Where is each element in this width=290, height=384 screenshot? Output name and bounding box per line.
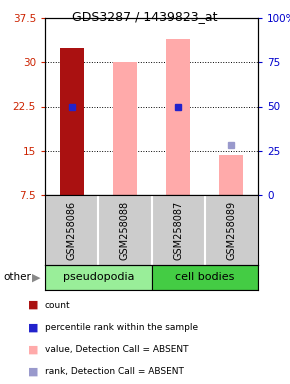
Text: percentile rank within the sample: percentile rank within the sample <box>45 323 198 332</box>
Text: GDS3287 / 1439823_at: GDS3287 / 1439823_at <box>72 10 218 23</box>
Bar <box>220 156 243 195</box>
Text: GSM258086: GSM258086 <box>67 200 77 260</box>
Bar <box>166 39 190 195</box>
Text: other: other <box>3 273 31 283</box>
Text: rank, Detection Call = ABSENT: rank, Detection Call = ABSENT <box>45 367 184 376</box>
Text: ■: ■ <box>28 367 39 377</box>
Text: ■: ■ <box>28 300 39 310</box>
Bar <box>113 62 137 195</box>
Text: ▶: ▶ <box>32 273 41 283</box>
Text: ■: ■ <box>28 322 39 332</box>
Text: cell bodies: cell bodies <box>175 273 234 283</box>
Bar <box>60 48 84 195</box>
Text: value, Detection Call = ABSENT: value, Detection Call = ABSENT <box>45 345 188 354</box>
Text: GSM258089: GSM258089 <box>226 200 236 260</box>
Text: GSM258087: GSM258087 <box>173 200 183 260</box>
Text: GSM258088: GSM258088 <box>120 200 130 260</box>
Text: pseudopodia: pseudopodia <box>63 273 134 283</box>
Bar <box>151 265 258 290</box>
Bar <box>45 265 151 290</box>
Text: count: count <box>45 301 70 310</box>
Text: ■: ■ <box>28 344 39 354</box>
